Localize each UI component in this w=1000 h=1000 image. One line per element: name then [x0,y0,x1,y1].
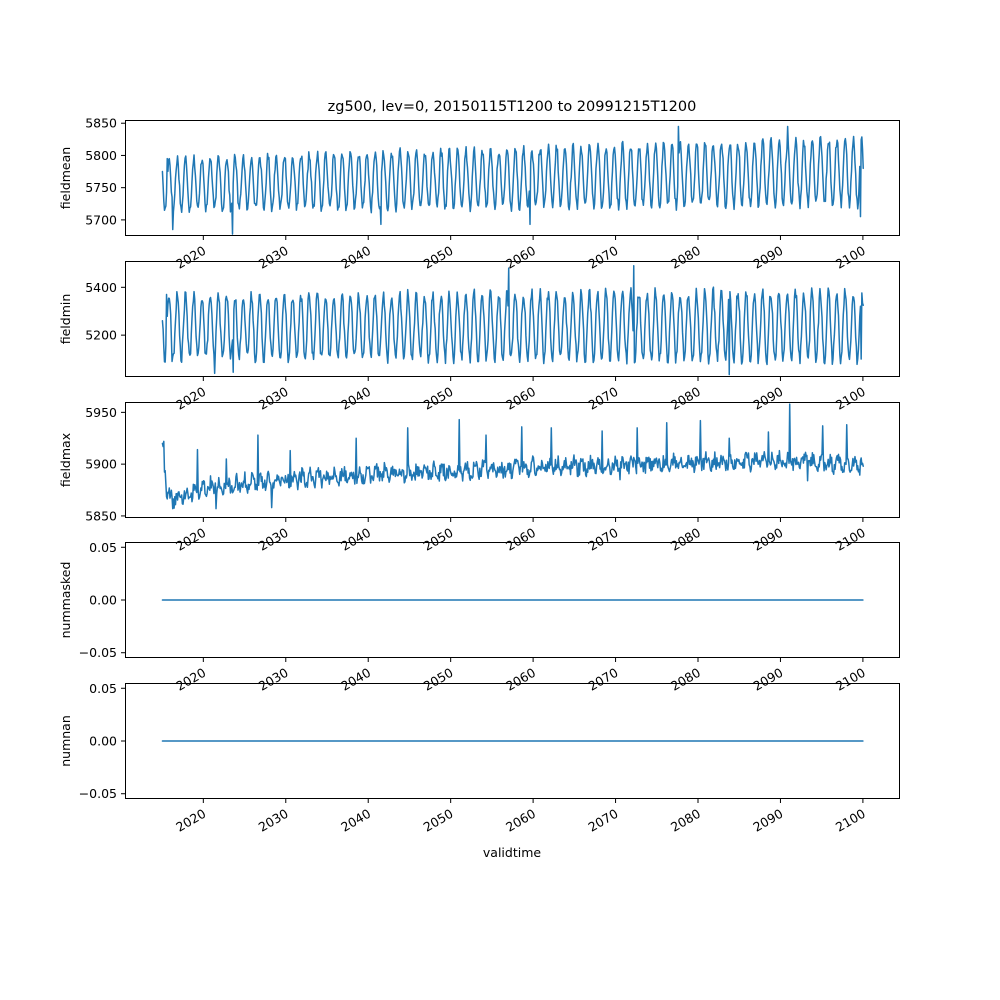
y-tick-label: 5800 [85,148,117,163]
x-tick-label: 2020 [173,665,208,694]
y-tick-label: 0.05 [89,540,117,555]
x-tick-label: 2030 [256,525,291,554]
x-tick-label: 2080 [668,525,703,554]
x-tick-label: 2100 [833,525,868,554]
x-tick-label: 2060 [503,384,538,413]
y-tick-label: 5400 [85,280,117,295]
axes-frame [125,261,900,377]
y-tick-label: 0.00 [89,734,117,749]
x-tick-label: 2070 [586,384,621,413]
x-tick-label: 2060 [503,665,538,694]
panel-nummasked: −0.05 0.00 0.05 2020 2030 2040 2050 2060 2070 208… [58,540,900,694]
x-tick-label: 2040 [338,243,373,272]
y-tick-label: 5900 [85,457,117,472]
x-tick-label: 2050 [421,525,456,554]
x-tick-label: 2030 [256,384,291,413]
y-axis-label: fieldmax [58,433,73,487]
y-tick-label: −0.05 [79,645,117,660]
y-axis-label: fieldmin [58,294,73,345]
y-tick-label: 5950 [85,405,117,420]
x-tick-label: 2060 [503,525,538,554]
x-tick-label: 2080 [668,384,703,413]
x-tick-label: 2080 [668,243,703,272]
x-tick-label: 2020 [173,525,208,554]
x-tick-label: 2070 [586,665,621,694]
series-line-fieldmin [161,265,864,376]
x-tick-label: 2050 [421,243,456,272]
x-tick-label: 2020 [173,806,208,835]
x-tick-label: 2040 [338,806,373,835]
x-tick-label: 2100 [833,665,868,694]
chart-title: zg500, lev=0, 20150115T1200 to 20991215T… [328,99,697,115]
x-tick-label: 2050 [421,384,456,413]
panel-fieldmean: 5700 5750 5800 5850 2020 2030 2040 2050 2060 2070… [58,116,900,272]
x-tick-label: 2090 [750,525,785,554]
x-tick-label: 2060 [503,243,538,272]
x-tick-label: 2100 [833,243,868,272]
x-tick-label: 2020 [173,384,208,413]
x-tick-label: 2100 [833,384,868,413]
panel-fieldmin: 5200 5400 2020 2030 2040 2050 2060 2070 2080 2090… [58,261,900,413]
x-axis-label: validtime [483,845,541,860]
panel-numnan: −0.05 0.00 0.05 2020 2030 2040 2050 2060 2070 208… [58,681,900,835]
x-tick-label: 2080 [668,665,703,694]
panel-fieldmax: 5850 5900 5950 2020 2030 2040 2050 2060 2070 2080… [58,402,900,554]
x-tick-label: 2020 [173,243,208,272]
y-tick-label: −0.05 [79,786,117,801]
y-axis-label: numnan [58,715,73,767]
y-tick-label: 5850 [85,508,117,523]
series-line-fieldmax [161,403,864,510]
x-tick-label: 2090 [750,243,785,272]
x-tick-label: 2070 [586,243,621,272]
x-tick-label: 2070 [586,806,621,835]
x-tick-label: 2040 [338,384,373,413]
x-tick-label: 2070 [586,525,621,554]
axes-frame [125,120,900,236]
x-tick-label: 2060 [503,806,538,835]
x-tick-label: 2040 [338,665,373,694]
y-tick-label: 0.00 [89,593,117,608]
y-axis-label: nummasked [58,562,73,639]
y-tick-label: 0.05 [89,681,117,696]
y-tick-label: 5750 [85,180,117,195]
x-tick-label: 2080 [668,806,703,835]
axes-frame [125,683,900,799]
x-tick-label: 2090 [750,806,785,835]
x-tick-label: 2030 [256,806,291,835]
x-tick-label: 2030 [256,243,291,272]
x-tick-label: 2030 [256,665,291,694]
x-tick-label: 2090 [750,384,785,413]
x-tick-label: 2100 [833,806,868,835]
x-tick-label: 2090 [750,665,785,694]
y-tick-label: 5200 [85,328,117,343]
x-tick-label: 2050 [421,806,456,835]
axes-frame [125,542,900,658]
axes-frame [125,402,900,518]
series-line-fieldmean [161,125,864,235]
y-axis-label: fieldmean [58,147,73,209]
x-tick-label: 2040 [338,525,373,554]
y-tick-label: 5850 [85,116,117,131]
x-tick-label: 2050 [421,665,456,694]
y-tick-label: 5700 [85,212,117,227]
